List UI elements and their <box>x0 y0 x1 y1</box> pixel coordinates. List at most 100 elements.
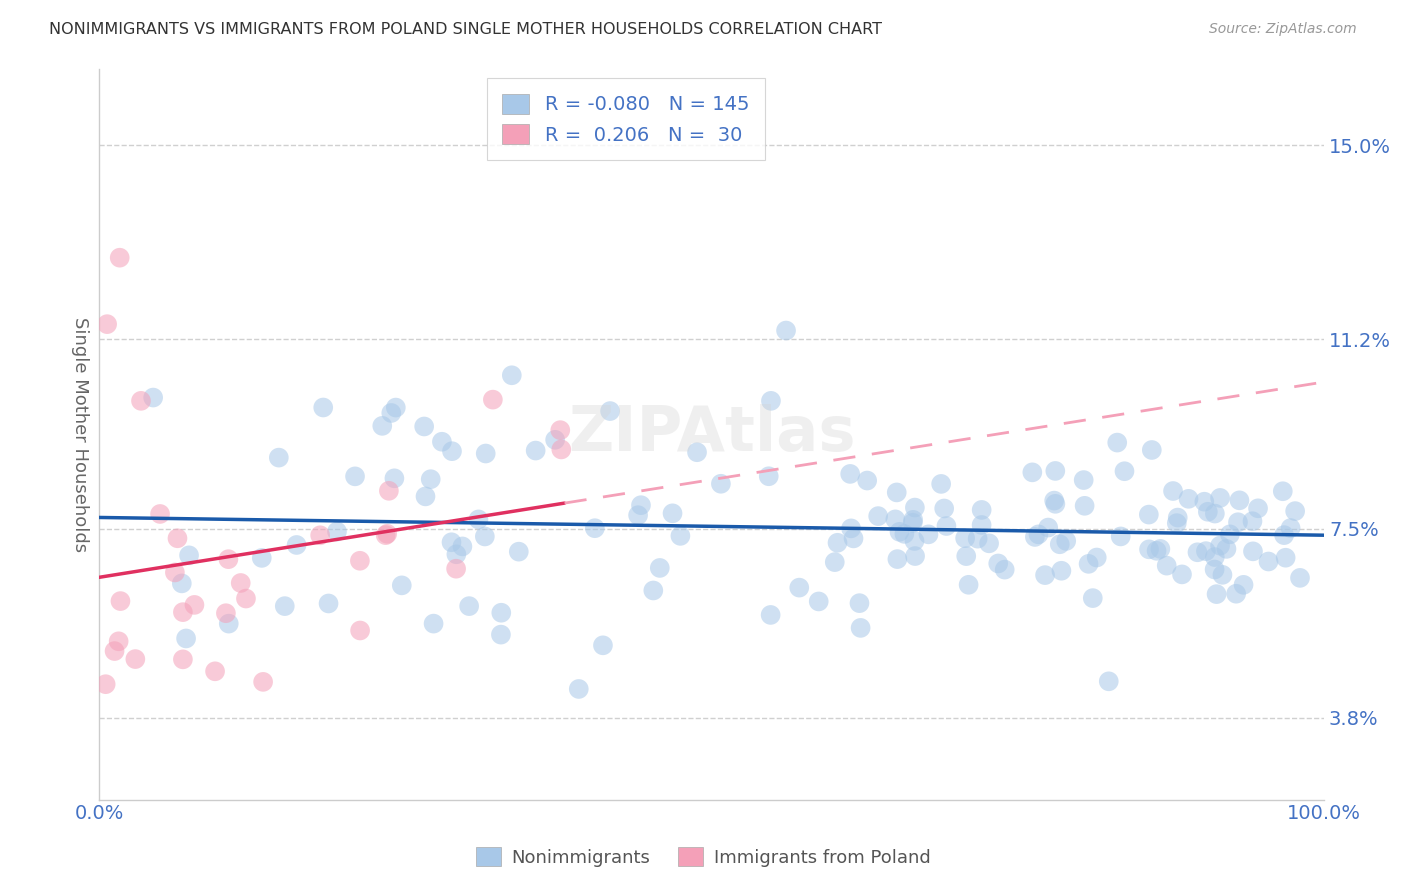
Point <box>96 317 118 331</box>
Point <box>1211 567 1233 582</box>
Point <box>955 549 977 563</box>
Point <box>108 251 131 265</box>
Point <box>1137 508 1160 522</box>
Point <box>934 501 956 516</box>
Point <box>994 563 1017 577</box>
Point <box>349 554 371 568</box>
Point <box>384 471 406 485</box>
Point <box>229 576 252 591</box>
Point <box>1073 473 1095 487</box>
Y-axis label: Single Mother Households: Single Mother Households <box>72 317 89 551</box>
Point <box>309 528 332 542</box>
Point <box>903 533 925 548</box>
Point <box>166 531 188 545</box>
Point <box>252 674 274 689</box>
Point <box>775 324 797 338</box>
Point <box>904 549 927 563</box>
Point <box>474 446 496 460</box>
Point <box>285 538 308 552</box>
Text: NONIMMIGRANTS VS IMMIGRANTS FROM POLAND SINGLE MOTHER HOUSEHOLDS CORRELATION CHA: NONIMMIGRANTS VS IMMIGRANTS FROM POLAND … <box>49 22 882 37</box>
Point <box>758 469 780 483</box>
Point <box>508 544 530 558</box>
Text: ZIPAtlas: ZIPAtlas <box>568 404 855 464</box>
Point <box>344 469 367 483</box>
Point <box>824 555 846 569</box>
Point <box>886 485 908 500</box>
Point <box>413 419 436 434</box>
Point <box>235 591 257 606</box>
Point <box>1109 529 1132 543</box>
Point <box>901 513 924 527</box>
Point <box>1077 557 1099 571</box>
Point <box>884 512 907 526</box>
Point <box>172 652 194 666</box>
Point <box>1171 567 1194 582</box>
Point <box>1049 537 1071 551</box>
Point <box>374 528 396 542</box>
Point <box>415 489 437 503</box>
Point <box>1241 544 1264 558</box>
Point <box>759 393 782 408</box>
Point <box>218 616 240 631</box>
Point <box>491 606 513 620</box>
Point <box>467 512 489 526</box>
Point <box>548 423 571 437</box>
Point <box>110 594 132 608</box>
Point <box>904 500 927 515</box>
Point <box>839 467 862 481</box>
Point <box>267 450 290 465</box>
Point <box>970 518 993 533</box>
Point <box>759 607 782 622</box>
Point <box>842 532 865 546</box>
Point <box>1149 541 1171 556</box>
Point <box>807 594 830 608</box>
Point <box>422 616 444 631</box>
Point <box>868 509 890 524</box>
Point <box>107 634 129 648</box>
Point <box>1081 591 1104 606</box>
Point <box>204 665 226 679</box>
Point <box>977 536 1000 550</box>
Point <box>149 507 172 521</box>
Point <box>839 521 862 535</box>
Point <box>444 562 467 576</box>
Point <box>1187 545 1209 559</box>
Point <box>1038 520 1060 534</box>
Point <box>1247 501 1270 516</box>
Point <box>544 433 567 447</box>
Point <box>1232 578 1254 592</box>
Point <box>142 391 165 405</box>
Point <box>129 393 152 408</box>
Point <box>669 529 692 543</box>
Point <box>215 606 238 620</box>
Point <box>889 524 911 539</box>
Point <box>630 498 652 512</box>
Point <box>163 566 186 580</box>
Point <box>627 508 650 523</box>
Point <box>856 474 879 488</box>
Point <box>1209 491 1232 505</box>
Point <box>451 540 474 554</box>
Point <box>1225 587 1247 601</box>
Point <box>375 526 398 541</box>
Point <box>1098 674 1121 689</box>
Point <box>391 578 413 592</box>
Point <box>1229 493 1251 508</box>
Point <box>849 621 872 635</box>
Point <box>385 401 408 415</box>
Point <box>183 598 205 612</box>
Point <box>1137 542 1160 557</box>
Point <box>1114 464 1136 478</box>
Point <box>661 506 683 520</box>
Point <box>380 406 402 420</box>
Point <box>1146 543 1168 558</box>
Point <box>1279 521 1302 535</box>
Point <box>446 547 468 561</box>
Point <box>1161 483 1184 498</box>
Point <box>1156 558 1178 573</box>
Point <box>1204 507 1226 521</box>
Point <box>953 531 976 545</box>
Point <box>1050 564 1073 578</box>
Point <box>1166 516 1188 530</box>
Legend: Nonimmigrants, Immigrants from Poland: Nonimmigrants, Immigrants from Poland <box>468 840 938 874</box>
